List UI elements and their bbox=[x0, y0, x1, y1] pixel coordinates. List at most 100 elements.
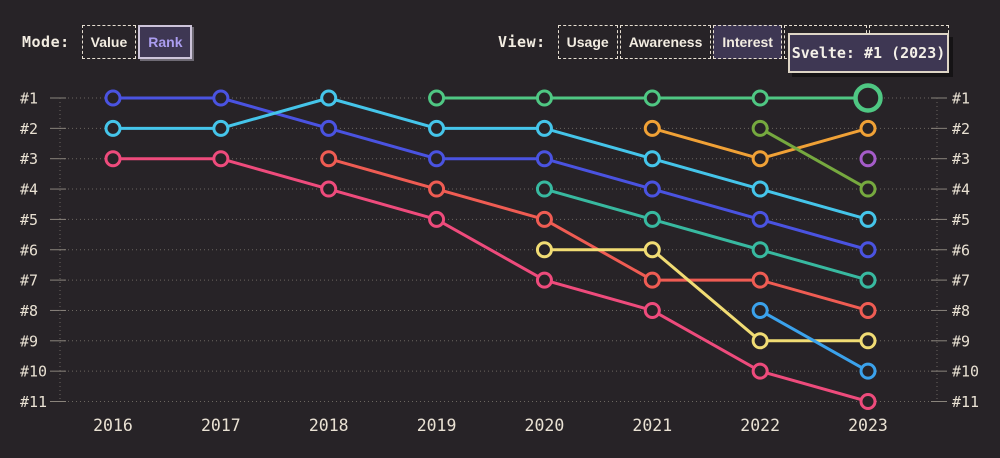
y-axis-label-left: #4 bbox=[20, 181, 38, 199]
x-axis-label: 2016 bbox=[93, 416, 133, 435]
x-axis-label: 2017 bbox=[201, 416, 241, 435]
data-point-olive-2023[interactable] bbox=[859, 180, 877, 198]
y-axis-label-left: #8 bbox=[20, 302, 38, 320]
data-point-svelte-green-2021[interactable] bbox=[643, 89, 661, 107]
series-line-rose bbox=[111, 157, 870, 403]
data-point-rose-2016[interactable] bbox=[104, 150, 122, 168]
data-point-teal-2020[interactable] bbox=[535, 180, 553, 198]
y-axis-label-right: #11 bbox=[952, 393, 979, 411]
data-point-indigo-2020[interactable] bbox=[535, 150, 553, 168]
view-option-interest[interactable]: Interest bbox=[713, 25, 782, 59]
data-point-cyan-2016[interactable] bbox=[104, 119, 122, 137]
y-axis-label-left: #5 bbox=[20, 211, 38, 229]
data-point-orange-2021[interactable] bbox=[643, 119, 661, 137]
data-point-yellow-2022[interactable] bbox=[751, 332, 769, 350]
data-point-coral-2023[interactable] bbox=[859, 301, 877, 319]
tooltip-text: Svelte: #1 (2023) bbox=[791, 44, 946, 62]
data-point-coral-2021[interactable] bbox=[643, 271, 661, 289]
y-axis-label-left: #2 bbox=[20, 120, 38, 138]
hover-tooltip: Svelte: #1 (2023) bbox=[788, 33, 949, 73]
mode-label: Mode: bbox=[22, 33, 70, 51]
data-point-orange-2023[interactable] bbox=[859, 119, 877, 137]
x-axis-label: 2019 bbox=[417, 416, 457, 435]
series-line-coral bbox=[327, 157, 870, 312]
data-point-svelte-green-2019[interactable] bbox=[428, 89, 446, 107]
x-axis-label: 2021 bbox=[632, 416, 672, 435]
data-point-cyan-2019[interactable] bbox=[428, 119, 446, 137]
y-axis-label-right: #3 bbox=[952, 150, 970, 168]
view-option-usage[interactable]: Usage bbox=[557, 25, 618, 59]
data-point-teal-2022[interactable] bbox=[751, 241, 769, 259]
data-point-olive-2022[interactable] bbox=[751, 119, 769, 137]
data-point-indigo-2023[interactable] bbox=[859, 241, 877, 259]
y-axis-label-right: #10 bbox=[952, 363, 979, 381]
data-point-indigo-2017[interactable] bbox=[212, 89, 230, 107]
data-point-cyan-2017[interactable] bbox=[212, 119, 230, 137]
data-point-indigo-2019[interactable] bbox=[428, 150, 446, 168]
data-point-purple-2023[interactable] bbox=[859, 150, 877, 168]
y-axis-label-left: #10 bbox=[20, 363, 47, 381]
data-point-rose-2023[interactable] bbox=[859, 393, 877, 410]
x-axis-label: 2022 bbox=[740, 416, 780, 435]
series-line-sky bbox=[758, 308, 870, 373]
data-point-cyan-2018[interactable] bbox=[320, 89, 338, 107]
data-point-teal-2021[interactable] bbox=[643, 210, 661, 228]
data-point-sky-2022[interactable] bbox=[751, 301, 769, 319]
data-point-cyan-2020[interactable] bbox=[535, 119, 553, 137]
chart-header: Mode: Value Rank View: Usage Awareness Inte… bbox=[0, 0, 1000, 80]
y-axis-label-left: #9 bbox=[20, 332, 38, 350]
data-point-indigo-2018[interactable] bbox=[320, 119, 338, 137]
data-point-yellow-2021[interactable] bbox=[643, 241, 661, 259]
data-point-cyan-2021[interactable] bbox=[643, 150, 661, 168]
data-point-coral-2022[interactable] bbox=[751, 271, 769, 289]
data-point-coral-2019[interactable] bbox=[428, 180, 446, 198]
data-point-indigo-2022[interactable] bbox=[751, 210, 769, 228]
y-axis-label-right: #1 bbox=[952, 90, 970, 108]
data-point-svelte-green-2022[interactable] bbox=[751, 89, 769, 107]
data-point-rose-2017[interactable] bbox=[212, 150, 230, 168]
data-point-coral-2018[interactable] bbox=[320, 150, 338, 168]
y-axis-label-left: #11 bbox=[20, 393, 47, 411]
y-axis-label-right: #6 bbox=[952, 241, 970, 259]
y-axis-label-right: #7 bbox=[952, 272, 970, 290]
view-option-awareness[interactable]: Awareness bbox=[619, 25, 712, 59]
data-point-svelte-green-2020[interactable] bbox=[535, 89, 553, 107]
mode-toggle-group: Mode: Value Rank bbox=[22, 25, 193, 59]
mode-option-value[interactable]: Value bbox=[81, 25, 137, 59]
series-line-olive bbox=[758, 126, 870, 191]
y-axis-label-right: #2 bbox=[952, 120, 970, 138]
data-point-indigo-2021[interactable] bbox=[643, 180, 661, 198]
view-label: View: bbox=[498, 33, 546, 51]
y-axis-label-right: #8 bbox=[952, 302, 970, 320]
data-point-rose-2018[interactable] bbox=[320, 180, 338, 198]
series-line-teal bbox=[542, 187, 870, 282]
y-axis-label-left: #6 bbox=[20, 241, 38, 259]
data-point-cyan-2023[interactable] bbox=[859, 210, 877, 228]
data-point-rose-2021[interactable] bbox=[643, 301, 661, 319]
data-point-indigo-2016[interactable] bbox=[104, 89, 122, 107]
y-axis-label-left: #7 bbox=[20, 272, 38, 290]
x-axis-label: 2020 bbox=[525, 416, 565, 435]
mode-option-rank[interactable]: Rank bbox=[138, 25, 193, 59]
data-point-orange-2022[interactable] bbox=[751, 150, 769, 168]
data-point-yellow-2023[interactable] bbox=[859, 332, 877, 350]
y-axis-label-left: #1 bbox=[20, 90, 38, 108]
series-line-cyan bbox=[111, 96, 870, 221]
data-point-rose-2020[interactable] bbox=[535, 271, 553, 289]
y-axis-label-left: #3 bbox=[20, 150, 38, 168]
data-point-rose-2019[interactable] bbox=[428, 210, 446, 228]
data-point-cyan-2022[interactable] bbox=[751, 180, 769, 198]
data-point-yellow-2020[interactable] bbox=[535, 241, 553, 259]
data-point-coral-2020[interactable] bbox=[535, 210, 553, 228]
x-axis-label: 2023 bbox=[848, 416, 888, 435]
x-axis-label: 2018 bbox=[309, 416, 349, 435]
data-point-svelte-green-2023-emphasized[interactable] bbox=[853, 83, 883, 113]
data-point-teal-2023[interactable] bbox=[859, 271, 877, 289]
mode-buttons: Value Rank bbox=[81, 25, 193, 59]
series-line-indigo bbox=[111, 96, 870, 252]
data-point-rose-2022[interactable] bbox=[751, 362, 769, 380]
data-point-sky-2023[interactable] bbox=[859, 362, 877, 380]
y-axis-label-right: #4 bbox=[952, 181, 970, 199]
